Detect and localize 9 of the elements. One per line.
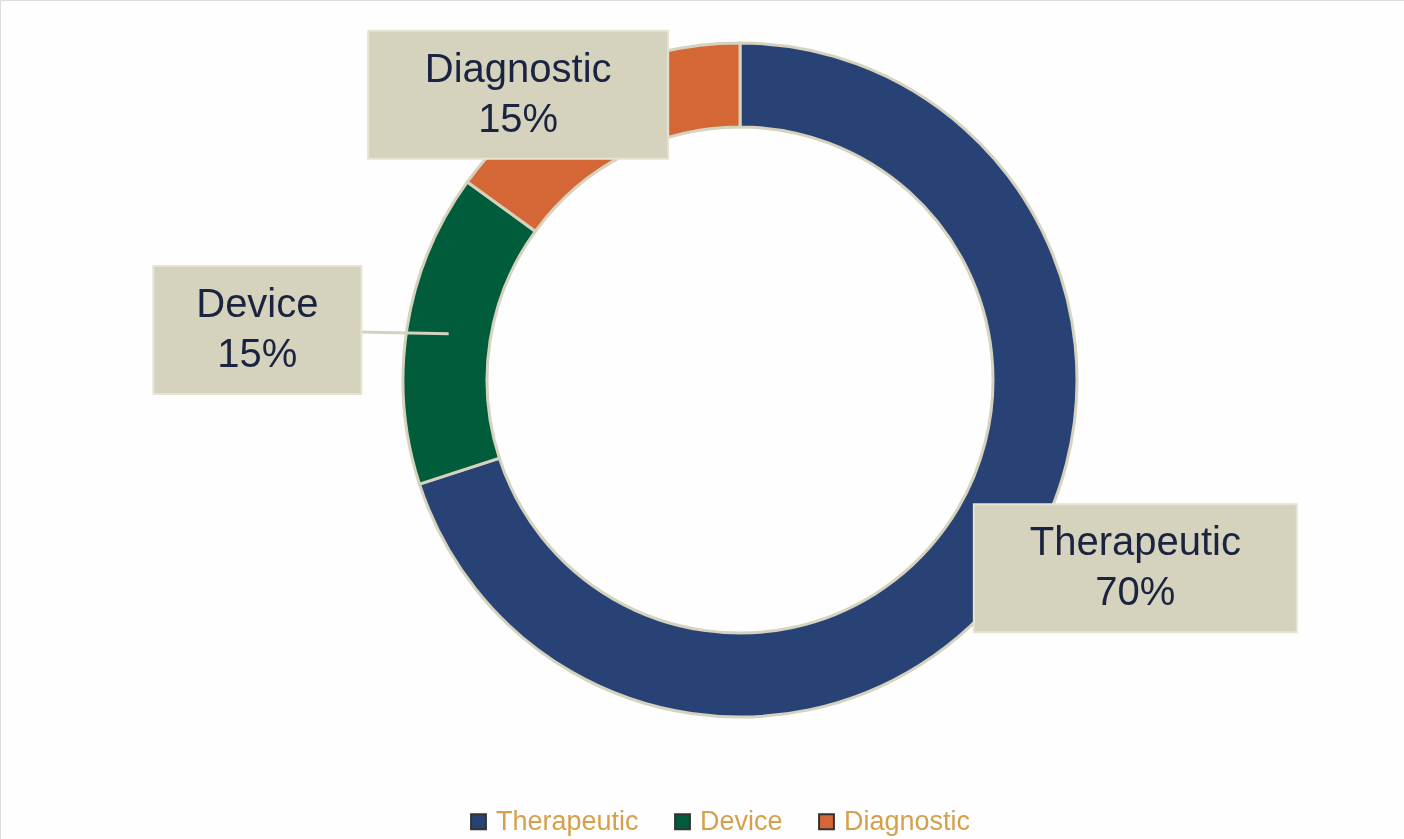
slice-label: Device	[196, 280, 319, 325]
data-label: 70%	[1095, 569, 1176, 614]
legend-label: Diagnostic	[844, 805, 971, 836]
legend-label: Therapeutic	[496, 805, 639, 836]
slice-label: Diagnostic	[424, 45, 612, 90]
legend-label: Device	[700, 805, 783, 836]
data-label: 15%	[478, 95, 559, 140]
slice-label: Therapeutic	[1029, 519, 1241, 564]
data-label: 15%	[217, 330, 298, 375]
